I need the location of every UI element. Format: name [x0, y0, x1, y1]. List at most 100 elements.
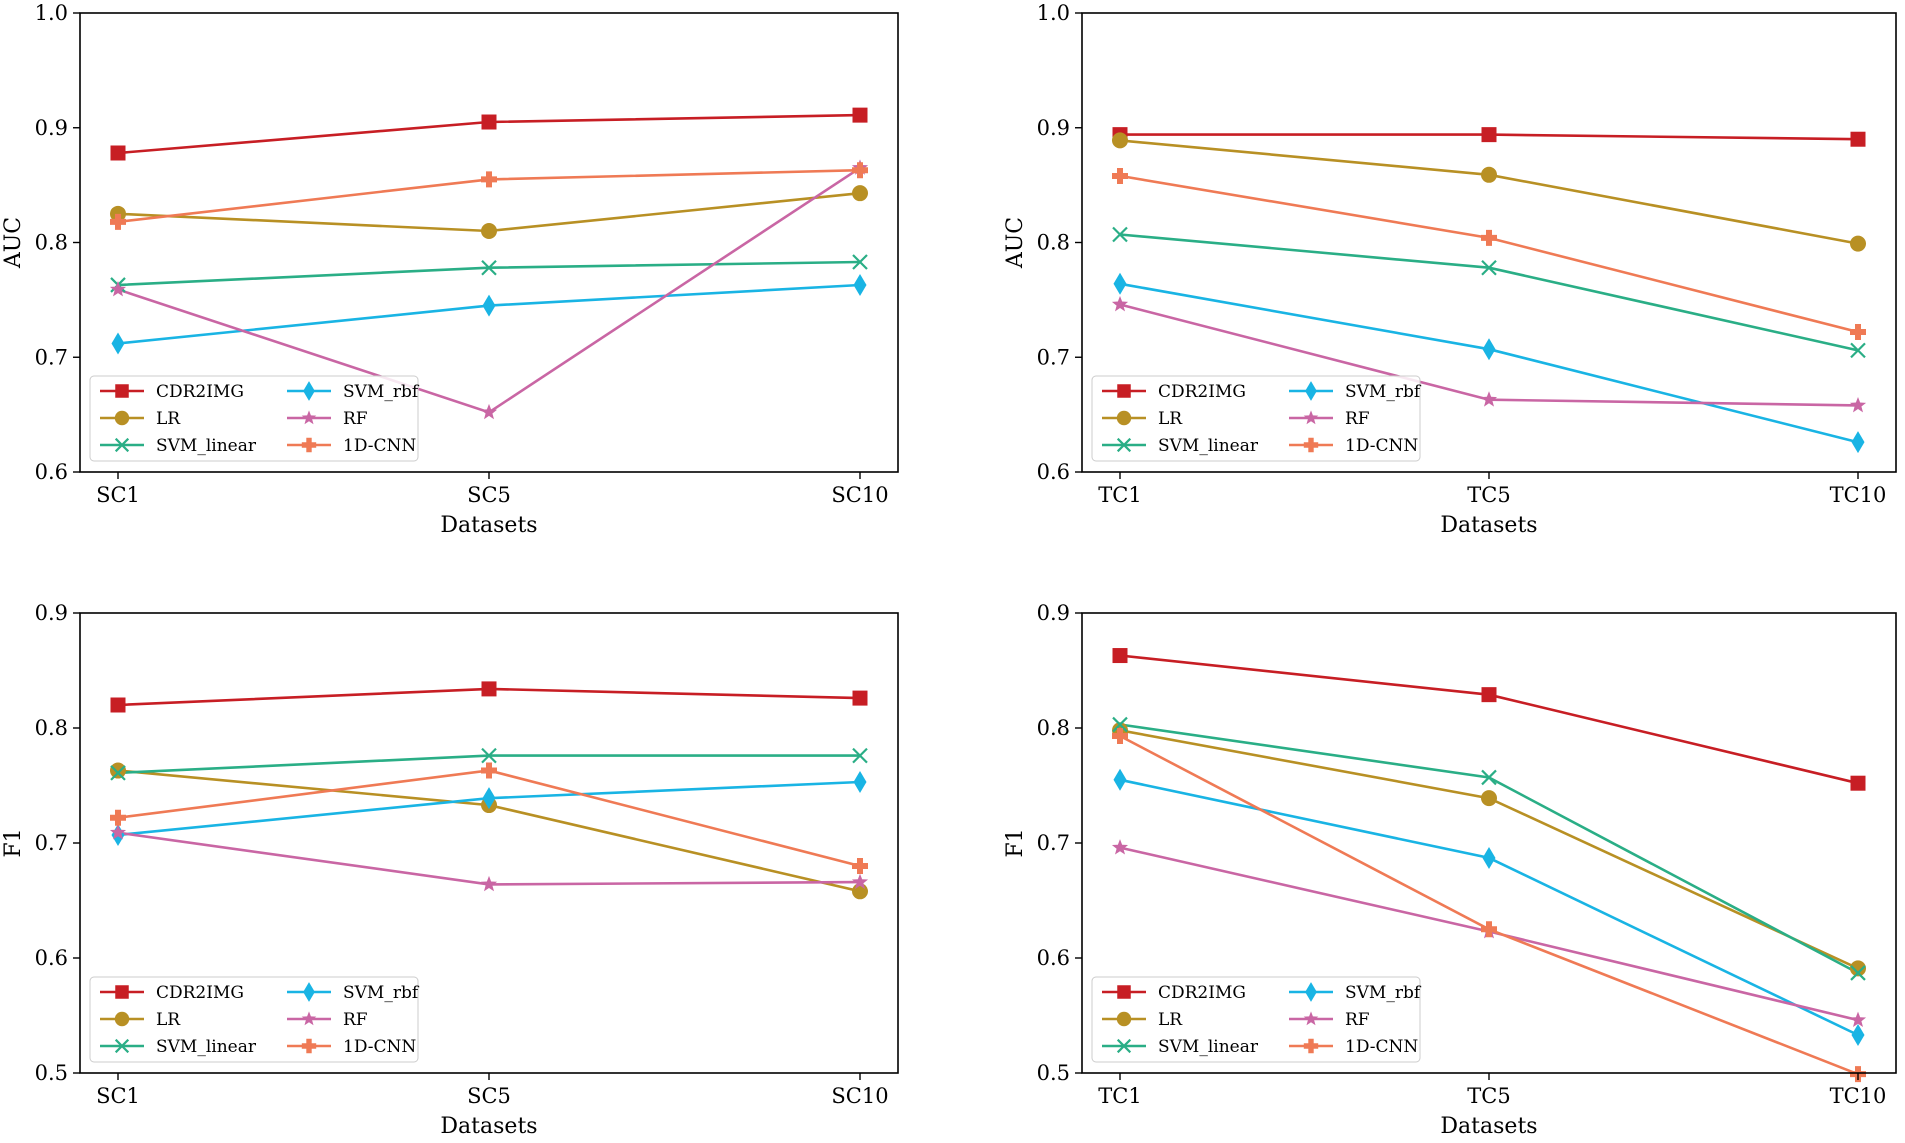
data-point-cdr2img-sc1: [110, 697, 126, 713]
legend-marker-cdr2img: [115, 384, 129, 398]
series-line-1d-cnn: [117, 769, 861, 868]
series-line-svm_linear: [117, 260, 861, 287]
chart-panel-1: 0.6 0.7 0.8 0.9 1.0 SC1 SC5 SC10 Datasets AUC CDR2…: [1, 1, 899, 538]
data-point-svm_rbf-sc10: [853, 771, 867, 794]
legend-marker-cdr2img: [1117, 384, 1131, 398]
data-point-lr-sc5: [481, 223, 497, 240]
x-tick-label: TC1: [1098, 1084, 1141, 1108]
legend-marker-lr: [1116, 410, 1132, 426]
data-point-lr-sc1: [110, 762, 126, 779]
legend-marker-svm_rbf: [303, 982, 315, 1002]
y-tick-label: 0.6: [1037, 460, 1070, 484]
legend-marker-svm_rbf: [1305, 381, 1317, 401]
legend-label: SVM_linear: [1158, 1037, 1259, 1057]
y-tick-label: 0.7: [35, 831, 68, 855]
chart-panel-4: 0.5 0.6 0.7 0.8 0.9 TC1 TC5 TC10 Datasets F1 CDR2I…: [1003, 601, 1897, 1139]
legend-marker-svm_rbf: [303, 381, 315, 401]
legend-marker-rf: [301, 410, 317, 425]
y-tick-label: 0.6: [1037, 946, 1070, 970]
legend-item-rf: RF: [287, 1010, 368, 1030]
data-point-1d-cnn-tc1: [1112, 167, 1128, 184]
y-axis-label: F1: [1, 828, 26, 857]
data-point-lr-tc10: [1850, 960, 1866, 977]
y-tick-label: 0.8: [35, 231, 68, 255]
y-tick-label: 0.5: [1037, 1061, 1070, 1085]
data-point-svm_rbf-tc5: [1482, 338, 1496, 361]
data-point-cdr2img-sc10: [852, 107, 868, 123]
data-point-svm_rbf-tc10: [1851, 1024, 1865, 1047]
legend-marker-svm_rbf: [1305, 982, 1317, 1002]
data-point-1d-cnn-tc10: [1850, 324, 1866, 341]
y-tick-label: 0.7: [1037, 345, 1070, 369]
legend-box: [89, 976, 419, 1063]
y-tick-label: 0.9: [35, 116, 68, 140]
data-point-svm_linear-sc10: [852, 747, 868, 764]
data-point-rf-sc5: [480, 875, 498, 892]
legend-marker-rf: [1303, 1011, 1319, 1026]
legend-label: LR: [1158, 1010, 1183, 1030]
data-point-rf-tc1: [1111, 839, 1129, 855]
x-tick-label: TC5: [1467, 483, 1510, 507]
legend-item-cdr2img: CDR2IMG: [1102, 983, 1246, 1003]
data-point-rf-tc5: [1480, 391, 1498, 407]
legend-label: SVM_rbf: [343, 382, 420, 402]
legend-label: RF: [343, 409, 368, 429]
legend-item-svm_rbf: SVM_rbf: [1289, 381, 1422, 402]
data-point-cdr2img-sc1: [110, 145, 126, 161]
legend-item-lr: LR: [1102, 1010, 1183, 1030]
x-tick-label: TC10: [1830, 483, 1887, 507]
y-tick-label: 0.8: [1037, 231, 1070, 255]
legend-label: SVM_rbf: [1345, 983, 1422, 1003]
data-point-svm_rbf-sc5: [482, 294, 496, 317]
y-tick-label: 0.5: [35, 1061, 68, 1085]
data-point-cdr2img-tc10: [1850, 775, 1866, 791]
legend-item-svm_linear: SVM_linear: [1102, 436, 1259, 456]
data-point-1d-cnn-sc5: [481, 171, 497, 188]
legend-label: CDR2IMG: [1158, 983, 1246, 1003]
series-line-lr: [1119, 139, 1859, 245]
data-point-lr-tc5: [1481, 790, 1497, 807]
y-tick-label: 0.8: [35, 716, 68, 740]
legend-label: 1D-CNN: [1345, 436, 1418, 456]
data-point-svm_linear-tc10: [1850, 965, 1866, 981]
legend-marker-svm_linear: [1116, 437, 1132, 453]
y-tick-label: 0.7: [1037, 831, 1070, 855]
data-point-rf-tc1: [1111, 295, 1129, 312]
legend-box: [1091, 976, 1421, 1063]
legend-box: [89, 375, 419, 462]
legend-label: LR: [156, 409, 181, 429]
data-point-1d-cnn-tc5: [1481, 229, 1497, 246]
legend-item-lr: LR: [100, 1010, 181, 1030]
x-tick-label: SC10: [831, 483, 888, 507]
legend-item-svm_rbf: SVM_rbf: [1289, 982, 1422, 1003]
legend-marker-svm_linear: [114, 437, 130, 453]
data-point-rf-tc10: [1849, 396, 1867, 413]
legend-marker-rf: [301, 1011, 317, 1026]
legend: CDR2IMG LR SVM_linear SVM_rbf RF 1D-CNN: [1091, 976, 1422, 1063]
x-tick-label: SC1: [96, 1084, 140, 1108]
data-point-rf-sc5: [480, 403, 498, 420]
legend-label: LR: [156, 1010, 181, 1030]
data-point-svm_rbf-sc10: [853, 273, 867, 296]
legend-item-cdr2img: CDR2IMG: [1102, 382, 1246, 402]
data-point-cdr2img-sc5: [481, 681, 497, 697]
data-point-svm_rbf-tc10: [1851, 431, 1865, 454]
data-point-svm_rbf-tc1: [1113, 272, 1127, 295]
data-point-lr-sc1: [110, 205, 126, 222]
legend-item-svm_rbf: SVM_rbf: [287, 381, 420, 402]
legend-item-lr: LR: [1102, 409, 1183, 429]
y-tick-label: 0.6: [35, 946, 68, 970]
legend-item-lr: LR: [100, 409, 181, 429]
data-point-rf-sc1: [109, 824, 127, 840]
legend-label: LR: [1158, 409, 1183, 429]
data-point-svm_linear-tc1: [1112, 226, 1128, 243]
legend-label: SVM_linear: [156, 436, 257, 456]
x-tick-label: TC1: [1098, 483, 1141, 507]
data-point-cdr2img-tc1: [1112, 648, 1128, 664]
chart-panel-3: 0.5 0.6 0.7 0.8 0.9 SC1 SC5 SC10 Datasets F1 CDR2I…: [1, 601, 899, 1139]
legend-item-svm_linear: SVM_linear: [100, 1037, 257, 1057]
legend-item-svm_rbf: SVM_rbf: [287, 982, 420, 1003]
legend-item-svm_linear: SVM_linear: [100, 436, 257, 456]
data-point-1d-cnn-sc5: [481, 762, 497, 779]
data-point-svm_linear-sc5: [481, 747, 497, 764]
